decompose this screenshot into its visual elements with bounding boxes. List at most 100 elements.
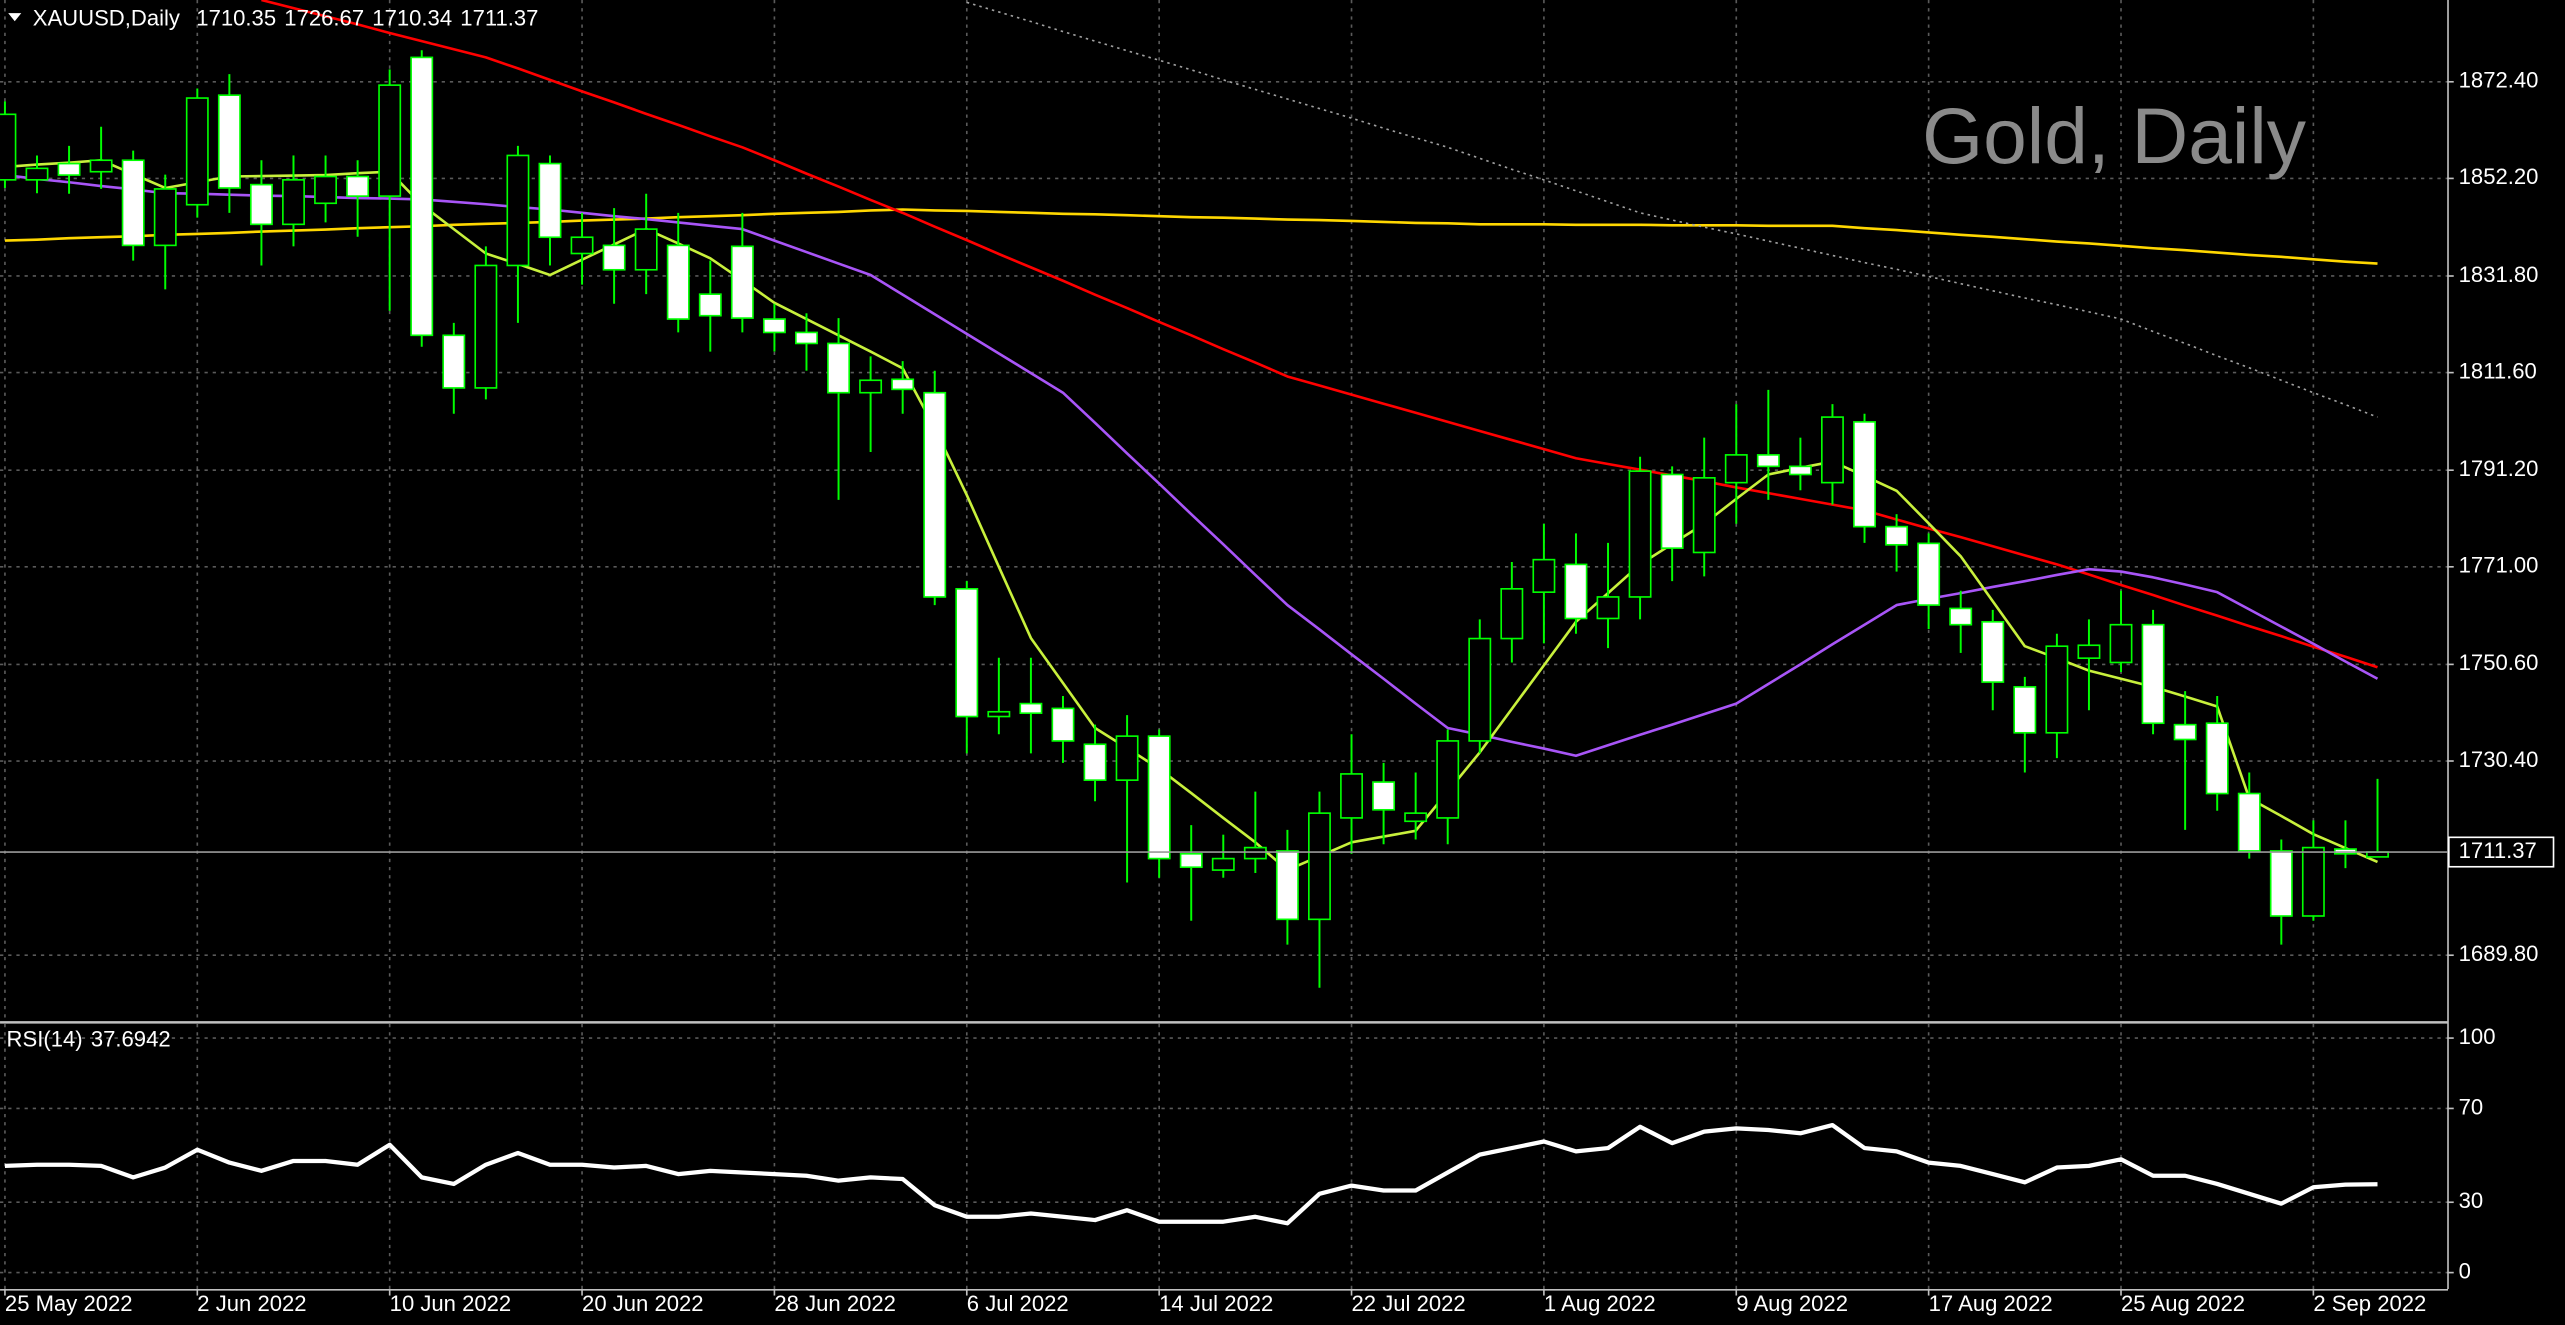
candle-body <box>698 293 722 317</box>
watermark: Gold, Daily <box>1922 92 2307 180</box>
candle-body <box>1885 525 1909 546</box>
x-tick-label: 6 Jul 2022 <box>967 1291 1069 1316</box>
candle-body <box>2109 623 2133 664</box>
x-tick-label: 1 Aug 2022 <box>1544 1291 1656 1316</box>
candle-body <box>859 379 883 394</box>
candle-body <box>2301 846 2325 917</box>
candle-body <box>474 264 498 389</box>
x-tick-label: 10 Jun 2022 <box>390 1291 512 1316</box>
candle-body <box>282 179 305 226</box>
y-tick-label: 30 <box>2459 1188 2484 1213</box>
candle-body <box>827 342 850 394</box>
candle-body <box>538 162 562 239</box>
candle-body <box>314 175 338 205</box>
candle-body <box>570 236 594 255</box>
candle-body <box>602 244 626 271</box>
x-tick-label: 25 May 2022 <box>5 1291 133 1316</box>
candle-body <box>795 331 818 345</box>
candle-body <box>1404 812 1428 823</box>
y-tick-label: 1852.20 <box>2459 164 2539 189</box>
candle-body <box>1372 781 1396 811</box>
candle-body <box>730 245 754 319</box>
chart-header: XAUUSD,Daily 1710.35 1726.67 1710.34 1711.37 <box>33 5 539 30</box>
x-tick-label: 2 Sep 2022 <box>2313 1291 2426 1316</box>
candle-body <box>1596 596 1620 620</box>
y-tick-label: 1730.40 <box>2459 747 2539 772</box>
candle-body <box>1564 563 1588 620</box>
candle-body <box>1788 465 1812 476</box>
candle-body <box>955 587 979 718</box>
x-tick-label: 20 Jun 2022 <box>582 1291 704 1316</box>
rsi-line <box>4 1122 2378 1226</box>
candle-body <box>1756 454 1780 468</box>
candle-body <box>1660 473 1684 549</box>
candle-body <box>1628 470 1652 598</box>
candle-body <box>1179 852 1203 869</box>
candle-body <box>2269 850 2293 917</box>
candle-body <box>89 159 113 173</box>
rsi-value: 37.6942 <box>91 1026 171 1051</box>
last-price-box <box>2448 836 2555 868</box>
candle-body <box>1853 421 1876 528</box>
candle-body <box>1019 702 1043 714</box>
last-price-label: 1711.37 <box>2459 838 2537 863</box>
candle-body <box>1243 846 1267 860</box>
candle-body <box>1211 857 1235 871</box>
y-tick-label: 1872.40 <box>2459 68 2539 93</box>
low-value: 1710.34 <box>372 5 452 30</box>
x-tick-label: 28 Jun 2022 <box>774 1291 896 1316</box>
y-tick-label: 1750.60 <box>2459 650 2539 675</box>
candle-body <box>0 113 17 181</box>
rsi-title: RSI(14) <box>7 1026 83 1051</box>
y-tick-label: 1831.80 <box>2459 262 2539 287</box>
x-tick-label: 25 Aug 2022 <box>2121 1291 2245 1316</box>
candle-body <box>2237 792 2261 852</box>
candle-body <box>2205 722 2229 795</box>
open-value: 1710.35 <box>196 5 276 30</box>
candle-body <box>121 159 145 247</box>
menu-arrow[interactable] <box>8 13 22 22</box>
candle-body <box>1917 542 1941 606</box>
x-tick-label: 2 Jun 2022 <box>197 1291 306 1316</box>
candle-body <box>1724 454 1748 484</box>
candle-body <box>217 94 241 189</box>
y-tick-label: 1791.20 <box>2459 456 2539 481</box>
candle-body <box>1275 850 1299 921</box>
candle-body <box>1468 637 1492 742</box>
candle-body <box>185 97 209 206</box>
candle-body <box>378 84 402 197</box>
grid-layer <box>0 0 2454 1296</box>
candle-body <box>25 167 49 181</box>
candle-body <box>666 244 690 320</box>
candle-body <box>1051 707 1075 742</box>
candle-body <box>153 188 177 247</box>
y-tick-label: 1811.60 <box>2459 358 2537 383</box>
mark-layer <box>0 0 2448 1226</box>
candle-body <box>1692 477 1716 554</box>
candle-body <box>410 56 434 337</box>
y-tick-label: 70 <box>2459 1094 2484 1119</box>
x-tick-label: 9 Aug 2022 <box>1736 1291 1848 1316</box>
candle-body <box>442 334 466 389</box>
candle-body <box>1532 558 1556 593</box>
moving-average <box>4 173 2379 758</box>
symbol: XAUUSD,Daily <box>33 5 180 30</box>
candle-body <box>1115 735 1139 781</box>
high-value: 1726.67 <box>284 5 364 30</box>
candle-body <box>506 154 530 267</box>
x-tick-label: 14 Jul 2022 <box>1159 1291 1273 1316</box>
moving-average <box>4 208 2378 265</box>
y-tick-label: 1771.00 <box>2459 553 2539 578</box>
y-tick-label: 0 <box>2459 1258 2471 1283</box>
candle-body <box>1308 812 1331 921</box>
candle-body <box>2045 645 2069 734</box>
candle-body <box>634 228 658 271</box>
y-tick-label: 100 <box>2459 1024 2496 1049</box>
candle-body <box>346 175 370 197</box>
moving-average <box>261 0 2378 669</box>
y-tick-label: 1689.80 <box>2459 941 2539 966</box>
rsi-header: RSI(14) 37.6942 <box>7 1026 171 1051</box>
candle-body <box>1500 587 1524 640</box>
